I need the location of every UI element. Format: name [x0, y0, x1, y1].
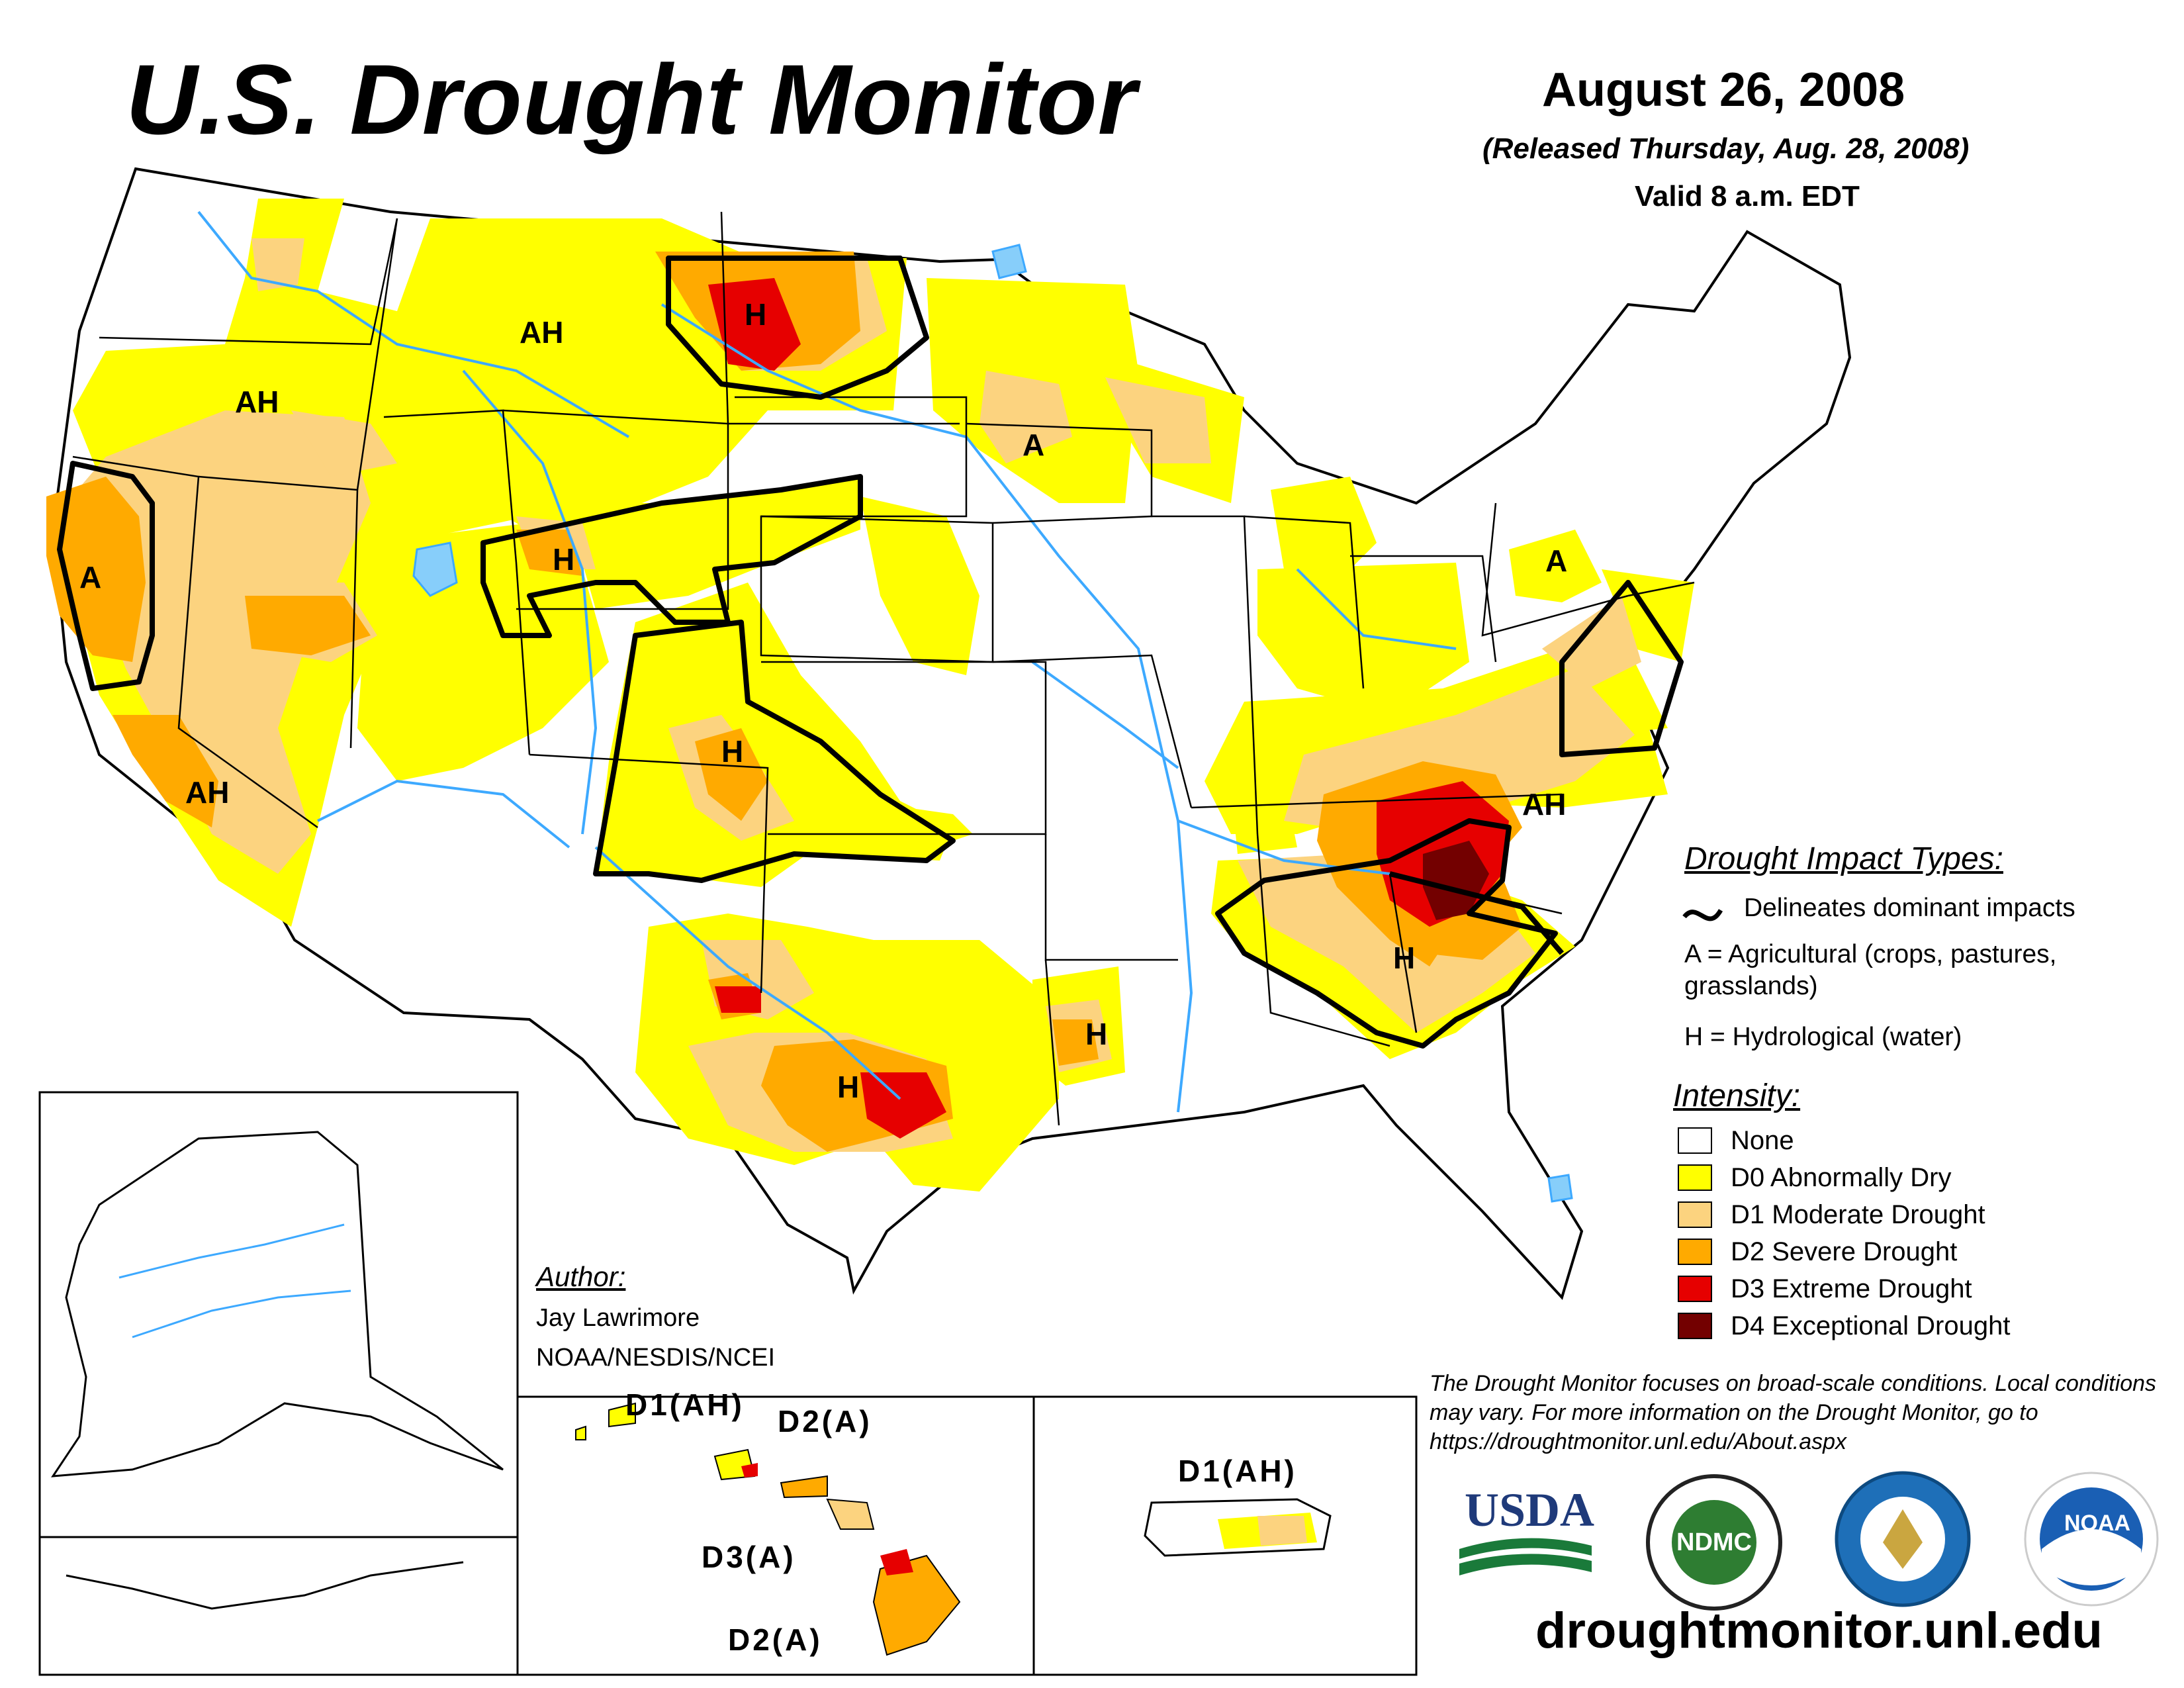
rivers: [197, 211, 1457, 1113]
label-minnesota: A: [1023, 428, 1045, 462]
label-montana-ne: H: [745, 297, 767, 332]
hawaii-label-big-island-north: D3(A): [702, 1540, 796, 1574]
legend-swatch: [1678, 1201, 1712, 1228]
noaa-wordmark: NOAA: [2064, 1511, 2131, 1536]
d4-areas: [1423, 841, 1489, 920]
label-california-north: A: [79, 560, 102, 594]
noaa-logo: NOAA: [2022, 1470, 2161, 1609]
label-texas: H: [837, 1070, 860, 1104]
legend-item-d1: D1 Moderate Drought: [1678, 1198, 1985, 1231]
site-url[interactable]: droughtmonitor.unl.edu: [1535, 1603, 2103, 1659]
legend-swatch: [1678, 1276, 1712, 1302]
intensity-heading: Intensity:: [1673, 1078, 1801, 1113]
hawaii-label-maui: D2(A): [778, 1404, 872, 1438]
usda-logo: USDA: [1459, 1483, 1595, 1582]
hawaii-label-big-island-south: D2(A): [728, 1622, 823, 1657]
legend-label: D1 Moderate Drought: [1731, 1199, 1985, 1229]
map-date: August 26, 2008: [1542, 64, 1905, 117]
disclaimer-text: The Drought Monitor focuses on broad-sca…: [1430, 1371, 2157, 1454]
legend-swatch: [1678, 1239, 1712, 1265]
ndmc-logo: NDMC: [1645, 1473, 1784, 1612]
pr-label: D1(AH): [1178, 1454, 1297, 1488]
impact-agricultural: A = Agricultural (crops, pastures,: [1684, 940, 2057, 968]
label-colorado: H: [721, 734, 744, 769]
label-california-south: AH: [185, 775, 230, 810]
author-name: Jay Lawrimore: [536, 1304, 700, 1332]
page-title: U.S. Drought Monitor: [126, 44, 1138, 155]
delineation-legend-line: [1682, 909, 1723, 921]
legend-swatch: [1678, 1127, 1712, 1154]
author-org: NOAA/NESDIS/NCEI: [536, 1344, 776, 1372]
release-date: (Released Thursday, Aug. 28, 2008): [1482, 132, 1970, 165]
label-montana: AH: [520, 315, 564, 350]
legend-item-d3: D3 Extreme Drought: [1678, 1272, 1972, 1305]
ndmc-wordmark: NDMC: [1676, 1528, 1752, 1556]
legend-item-d2: D2 Severe Drought: [1678, 1235, 1957, 1268]
lakes: [412, 244, 1573, 1203]
label-new-york: A: [1545, 543, 1568, 578]
impact-hydrological: H = Hydrological (water): [1684, 1023, 1962, 1051]
legend-label: D3 Extreme Drought: [1731, 1274, 1972, 1303]
legend-label: D0 Abnormally Dry: [1731, 1162, 1952, 1192]
legend-label: D2 Severe Drought: [1731, 1237, 1958, 1266]
impact-types-heading: Drought Impact Types:: [1684, 841, 2003, 876]
impact-agricultural-cont: grasslands): [1684, 972, 1818, 1000]
alaska-outline: [51, 1131, 504, 1477]
legend-label: None: [1731, 1125, 1794, 1155]
hawaii-label-north: D1(AH): [625, 1387, 745, 1422]
author-heading: Author:: [536, 1261, 626, 1292]
label-arkansas: H: [1085, 1017, 1108, 1051]
usda-wordmark: USDA: [1465, 1483, 1595, 1536]
state-boundaries: [72, 211, 1695, 1126]
valid-time: Valid 8 a.m. EDT: [1635, 180, 1860, 212]
label-wyoming: H: [553, 542, 575, 577]
legend-item-d4: D4 Exceptional Drought: [1678, 1309, 2010, 1342]
label-georgia: H: [1393, 941, 1416, 975]
legend-swatch: [1678, 1313, 1712, 1339]
impact-boundaries: [57, 256, 1684, 1049]
label-pacific-nw: AH: [235, 385, 279, 419]
legend-label: D4 Exceptional Drought: [1731, 1311, 2011, 1340]
label-north-carolina: AH: [1522, 787, 1567, 821]
legend-swatch: [1678, 1164, 1712, 1191]
impact-delineates: Delineates dominant impacts: [1744, 894, 2075, 922]
commerce-logo: [1833, 1470, 1972, 1609]
legend-item-none: None: [1678, 1124, 1794, 1157]
hawaii-inset-frame: [516, 1395, 1035, 1676]
legend-item-d0: D0 Abnormally Dry: [1678, 1161, 1951, 1194]
